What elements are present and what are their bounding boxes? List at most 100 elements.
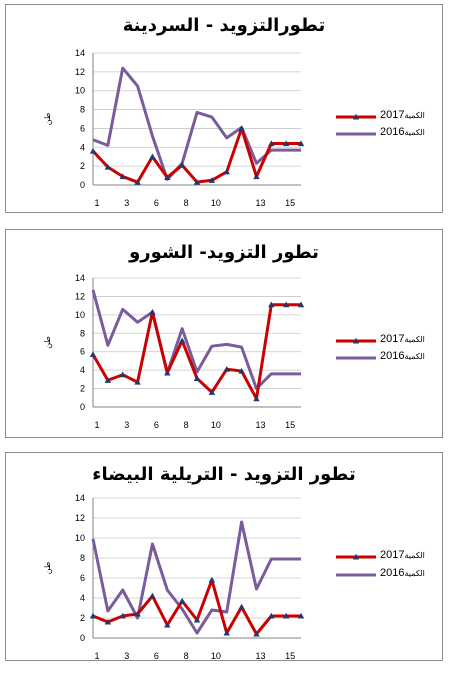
legend-2016-year: 2016 (380, 126, 405, 138)
data-point-2017 (297, 301, 305, 308)
legend-2016-year: 2016 (380, 567, 405, 579)
y-tick-label: 10 (75, 86, 85, 96)
data-point-2017 (297, 140, 305, 147)
data-point-2017 (164, 621, 171, 628)
data-point-2017 (208, 576, 216, 583)
x-tick-label: 10 (211, 420, 221, 430)
data-point-2017 (223, 366, 230, 372)
chart-title: تطور التزويد- الشورو (129, 242, 319, 263)
x-tick-label: 10 (211, 198, 221, 208)
data-point-2017 (164, 369, 171, 376)
series-line-2016 (91, 289, 302, 391)
data-point-2017 (119, 371, 126, 378)
data-point-2017 (89, 147, 97, 154)
data-point-2017 (178, 337, 186, 344)
y-tick-label: 8 (80, 553, 85, 563)
x-tick-label: 15 (285, 198, 295, 208)
series-line-2016 (91, 520, 302, 635)
series-line-2017 (92, 578, 302, 636)
legend-2017-year: 2017 (380, 549, 405, 561)
x-tick-label: 8 (184, 420, 189, 430)
chart-panel-white-trevally: تطور التزويد - التريلية البيضاء 0 2 4 6 8 10 1… (5, 452, 443, 661)
y-axis-label: طن (43, 562, 52, 574)
legend-2017-year: 2017 (380, 109, 405, 121)
y-tick-label: 8 (80, 328, 85, 338)
legend-2017-label: الكمية (404, 551, 425, 560)
x-tick-label: 6 (154, 198, 159, 208)
data-point-2017 (268, 301, 275, 308)
data-point-2017 (193, 375, 201, 381)
x-tick-label: 3 (124, 198, 129, 208)
y-tick-label: 10 (75, 533, 85, 543)
y-tick-label: 4 (80, 365, 85, 375)
legend-marker-2017 (352, 113, 360, 120)
x-tick-label: 8 (184, 198, 189, 208)
data-point-2017 (208, 177, 216, 183)
data-point-2017 (178, 162, 186, 168)
y-tick-label: 4 (80, 593, 85, 603)
legend-2017: 2017الكمية (380, 549, 428, 561)
data-point-2017 (208, 389, 216, 395)
y-tick-label: 14 (75, 493, 85, 503)
legend-2016: 2016الكمية (380, 126, 428, 138)
data-point-2017 (238, 125, 245, 131)
x-tick-label: 6 (154, 420, 159, 430)
chart-panel-sardine: تطورالتزويد - السردينة 0 2 4 6 8 10 12 14 1 3 6 8 10… (5, 4, 443, 213)
data-point-2017 (149, 592, 156, 599)
y-axis-label: طن (43, 113, 52, 125)
y-tick-label: 6 (80, 347, 85, 357)
data-point-2017 (253, 630, 260, 637)
x-tick-label: 8 (184, 651, 189, 660)
data-point-2017 (193, 616, 201, 623)
data-point-2017 (253, 173, 260, 180)
chart-title: تطورالتزويد - السردينة (122, 15, 326, 36)
legend-2017-year: 2017 (380, 333, 405, 345)
data-point-2017 (253, 395, 260, 402)
data-point-2017 (238, 603, 245, 610)
y-tick-label: 2 (80, 161, 85, 171)
data-point-2017 (149, 153, 156, 160)
data-point-2017 (104, 618, 112, 625)
y-tick-label: 8 (80, 105, 85, 115)
y-axis-label: طن (43, 336, 52, 348)
legend-2017-label: الكمية (404, 335, 425, 344)
x-tick-label: 1 (94, 198, 99, 208)
legend-2016-label: الكمية (404, 352, 425, 361)
y-tick-label: 0 (80, 180, 85, 190)
chart-panel-shoro: تطور التزويد- الشورو 0 2 4 6 8 10 12 14 1 3 6 8 10 13… (5, 229, 443, 438)
y-tick-label: 0 (80, 402, 85, 412)
data-point-2017 (134, 178, 141, 185)
legend-2016: 2016الكمية (380, 350, 428, 362)
data-point-2017 (119, 173, 126, 180)
x-tick-label: 10 (211, 651, 221, 660)
data-point-2017 (104, 163, 112, 170)
data-point-2017 (104, 377, 112, 383)
legend-2016-label: الكمية (404, 569, 425, 578)
data-point-2017 (89, 612, 97, 619)
data-point-2017 (297, 612, 305, 619)
data-point-2017 (164, 174, 171, 181)
data-point-2017 (149, 308, 156, 315)
data-point-2017 (268, 612, 275, 619)
legend-marker-2017 (352, 553, 360, 560)
legend-marker-2017 (352, 337, 360, 344)
data-point-2017 (223, 629, 230, 636)
y-tick-label: 2 (80, 384, 85, 394)
data-point-2017 (282, 301, 290, 308)
y-tick-label: 6 (80, 573, 85, 583)
data-point-2017 (282, 140, 290, 147)
y-tick-label: 14 (75, 48, 85, 58)
data-point-2017 (238, 367, 245, 374)
legend-2016: 2016الكمية (380, 567, 428, 579)
series-line-2017 (91, 126, 302, 184)
legend-2016-year: 2016 (380, 350, 405, 362)
data-point-2017 (282, 612, 290, 619)
x-tick-label: 6 (154, 651, 159, 660)
legend-2016-label: الكمية (404, 128, 425, 137)
x-tick-label: 15 (285, 420, 295, 430)
data-point-2017 (268, 140, 275, 147)
data-point-2017 (223, 168, 230, 175)
data-point-2017 (89, 351, 97, 358)
